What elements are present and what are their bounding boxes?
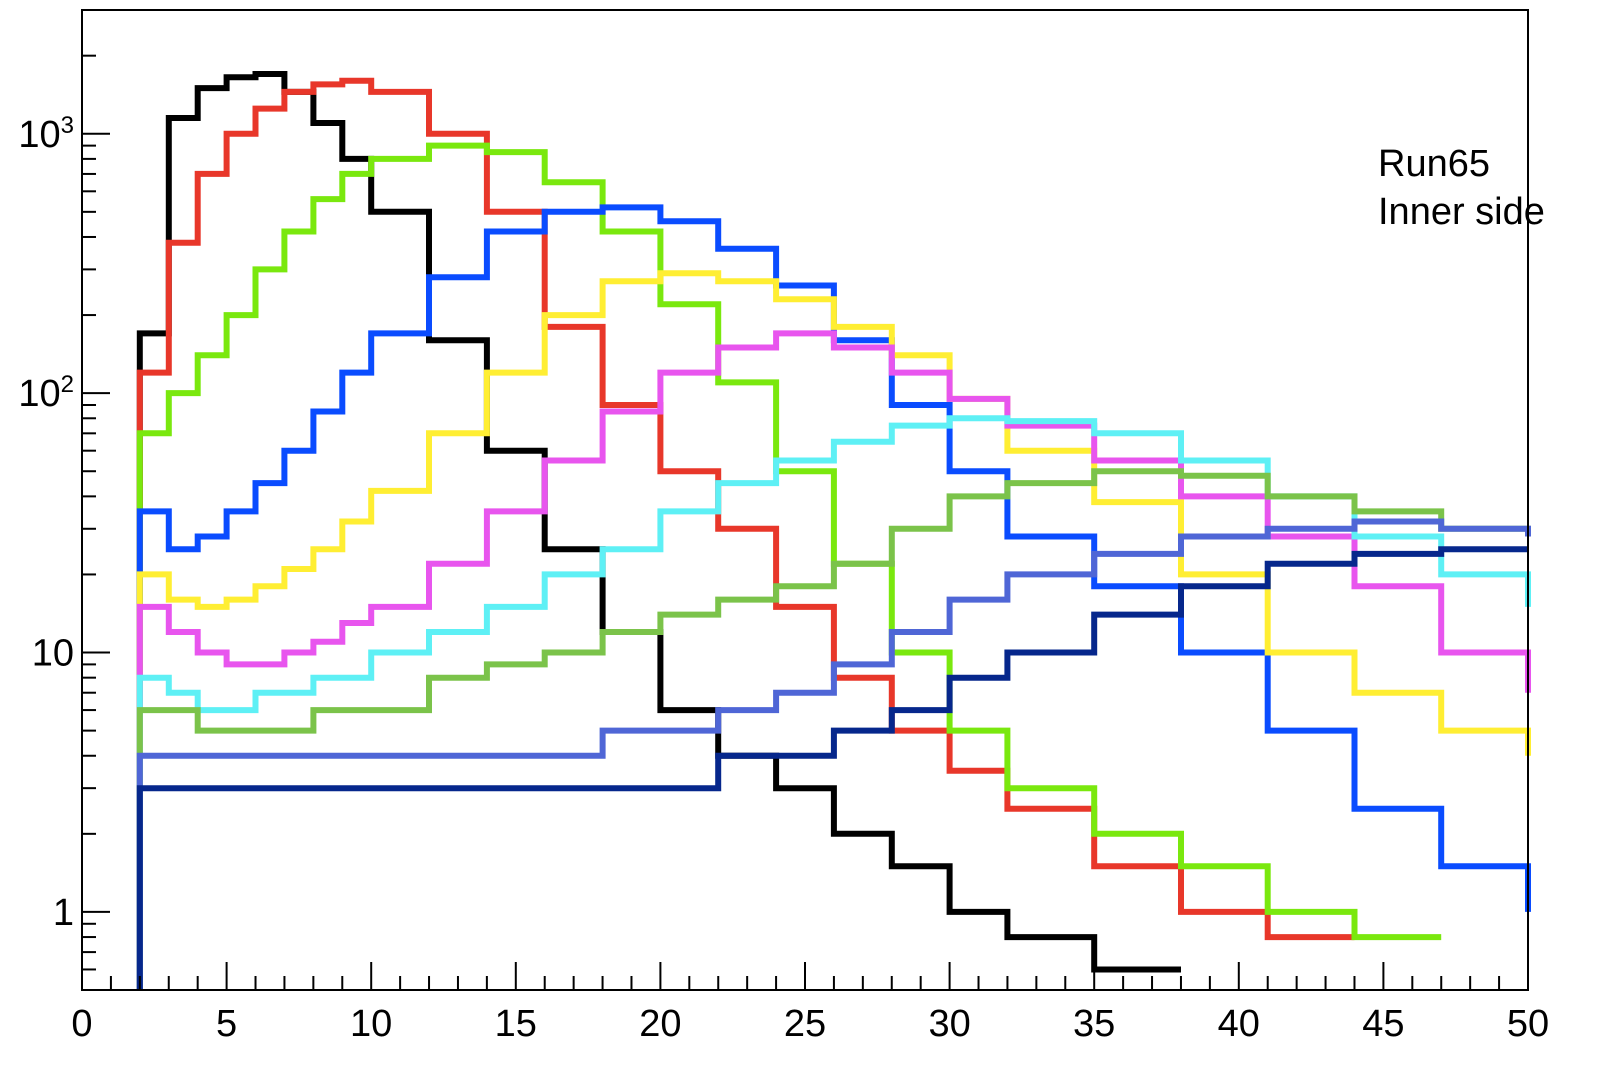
plot-frame [81,9,1529,991]
x-tick-label: 40 [1218,1003,1260,1045]
x-tick-label: 45 [1362,1003,1404,1045]
x-tick-label: 5 [216,1003,237,1045]
series-line-6 [136,330,1531,990]
x-tick-label: 50 [1507,1003,1549,1045]
x-tick-label: 15 [495,1003,537,1045]
x-tick-label: 25 [784,1003,826,1045]
series-line-9 [136,518,1531,990]
series-layer [136,71,1531,990]
axes-layer: 0 5 10 15 20 25 30 35 40 45 50 1 10 102 103 [18,9,1549,1045]
x-tick-label: 20 [639,1003,681,1045]
series-line-7 [136,415,1531,990]
x-tick-label: 35 [1073,1003,1115,1045]
x-tick-label: 10 [350,1003,392,1045]
y-tick-label: 103 [18,112,74,156]
annotation-run: Run65 [1378,143,1490,185]
series-line-10 [136,546,1528,990]
annotation-side: Inner side [1378,191,1545,233]
series-line-3 [136,142,1442,990]
series-line-4 [136,204,1531,990]
x-tick-label: 0 [71,1003,92,1045]
y-tick-label: 1 [53,892,74,934]
series-line-1 [136,71,1181,990]
series-line-2 [136,77,1355,990]
series-line-8 [136,468,1531,990]
y-tick-label: 10 [32,633,74,675]
x-tick-label: 30 [928,1003,970,1045]
y-tick-label: 102 [18,371,74,415]
